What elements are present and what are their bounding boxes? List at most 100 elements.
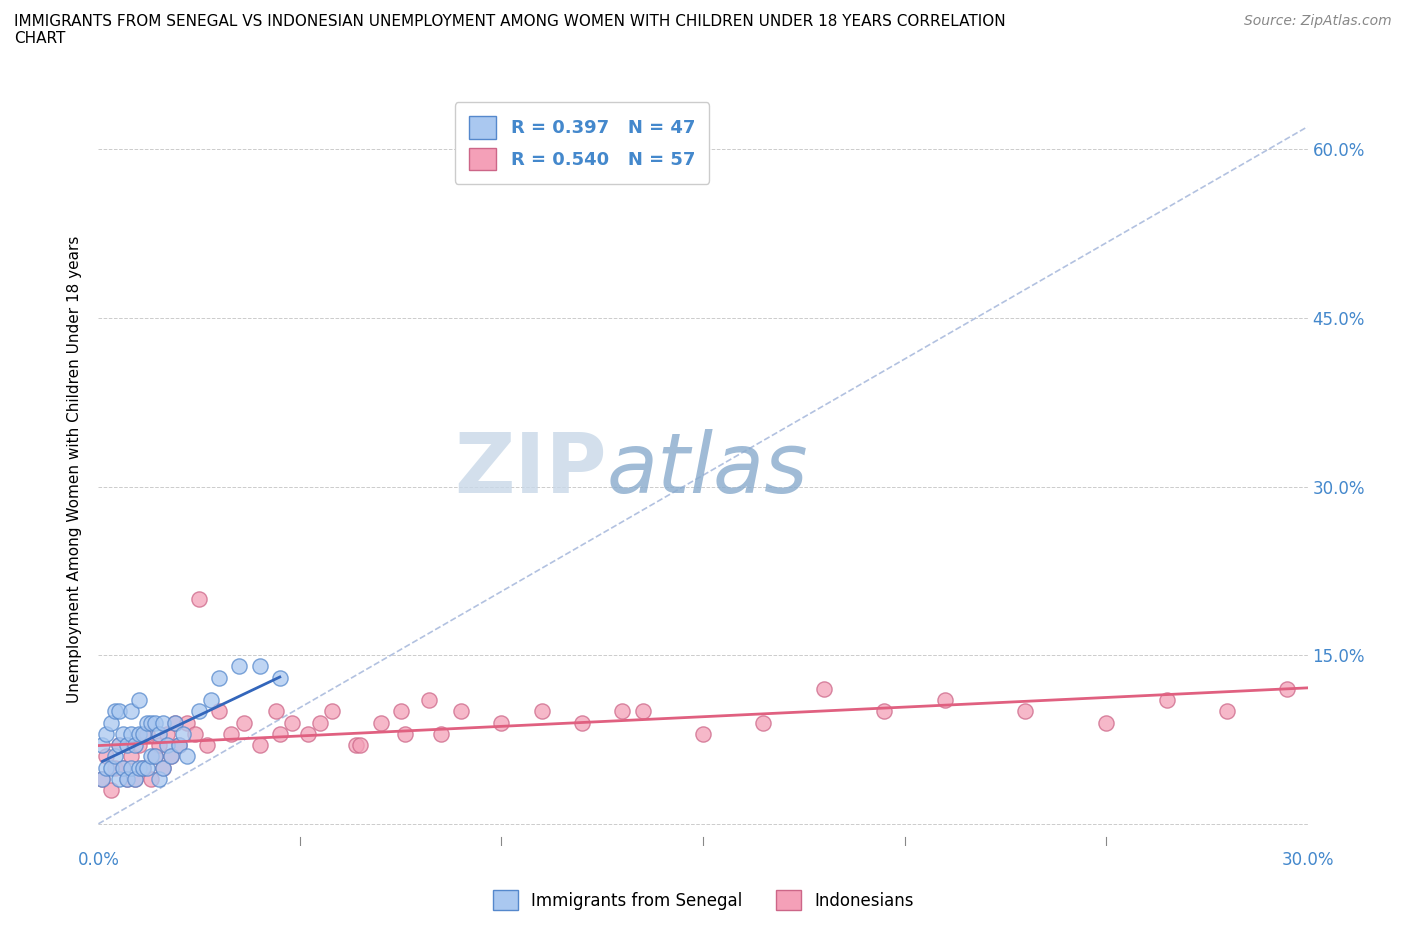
Point [156,726,179,741]
Point [297,726,319,741]
Point [107,771,129,786]
Point [120,760,142,775]
Text: CHART: CHART [14,31,66,46]
Point [450,704,472,719]
Point [430,726,453,741]
Point [349,737,371,752]
Point [120,704,142,719]
Point [107,737,129,752]
Point [156,737,179,752]
Point [1156,693,1178,708]
Point [195,737,218,752]
Point [120,749,142,764]
Text: IMMIGRANTS FROM SENEGAL VS INDONESIAN UNEMPLOYMENT AMONG WOMEN WITH CHILDREN UND: IMMIGRANTS FROM SENEGAL VS INDONESIAN UN… [14,14,1005,29]
Point [571,715,593,730]
Point [143,749,166,764]
Point [139,749,162,764]
Point [111,760,134,775]
Point [264,704,287,719]
Point [139,771,162,786]
Point [394,726,416,741]
Point [124,771,146,786]
Point [176,715,198,730]
Point [813,682,835,697]
Point [128,693,150,708]
Point [115,771,138,786]
Point [132,760,155,775]
Point [132,726,155,741]
Point [221,726,243,741]
Point [148,726,170,741]
Point [1277,682,1299,697]
Point [1014,704,1036,719]
Point [115,771,138,786]
Point [491,715,513,730]
Point [96,726,118,741]
Point [120,726,142,741]
Point [135,715,157,730]
Point [124,737,146,752]
Point [128,726,150,741]
Point [111,726,134,741]
Point [692,726,714,741]
Point [249,737,271,752]
Point [269,671,291,685]
Point [100,783,122,798]
Point [100,760,122,775]
Text: atlas: atlas [606,429,808,511]
Point [96,749,118,764]
Point [228,659,250,674]
Point [103,749,125,764]
Point [418,693,440,708]
Point [167,737,190,752]
Point [612,704,634,719]
Point [208,671,231,685]
Point [176,749,198,764]
Point [184,726,207,741]
Point [160,749,183,764]
Point [135,726,157,741]
Point [389,704,412,719]
Point [163,715,186,730]
Point [232,715,254,730]
Point [107,737,129,752]
Point [132,760,155,775]
Point [152,760,174,775]
Point [873,704,896,719]
Point [143,749,166,764]
Point [188,591,211,606]
Point [135,760,157,775]
Point [208,704,231,719]
Point [148,737,170,752]
Point [160,749,183,764]
Point [152,760,174,775]
Point [752,715,775,730]
Point [148,771,170,786]
Point [269,726,291,741]
Point [115,737,138,752]
Point [321,704,343,719]
Point [1095,715,1118,730]
Point [139,715,162,730]
Point [128,760,150,775]
Point [1216,704,1239,719]
Point [200,693,222,708]
Point [103,704,125,719]
Text: ZIP: ZIP [454,429,606,511]
Point [163,715,186,730]
Point [91,737,114,752]
Y-axis label: Unemployment Among Women with Children Under 18 years: Unemployment Among Women with Children U… [67,236,83,703]
Point [107,704,129,719]
Point [152,715,174,730]
Legend: Immigrants from Senegal, Indonesians: Immigrants from Senegal, Indonesians [486,884,920,917]
Point [128,737,150,752]
Point [249,659,271,674]
Point [530,704,553,719]
Point [167,737,190,752]
Point [103,760,125,775]
Point [91,771,114,786]
Point [344,737,367,752]
Point [934,693,956,708]
Point [631,704,654,719]
Point [172,726,194,741]
